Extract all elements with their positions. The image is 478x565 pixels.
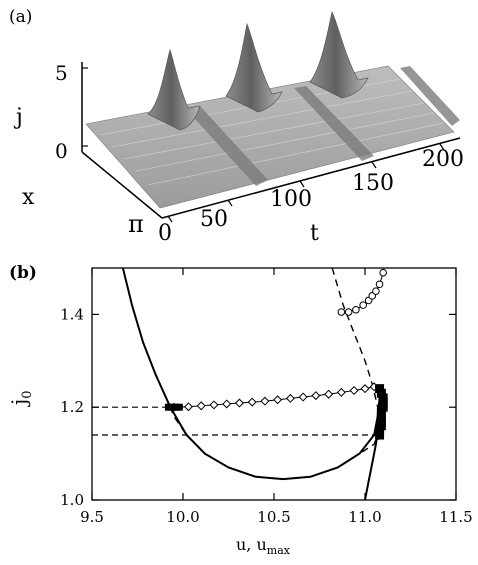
y-tick-label: 1.2 [60, 398, 84, 416]
square-point [172, 403, 180, 411]
diamond-point [247, 397, 257, 407]
panel-b-x-label-sub: max [267, 544, 291, 557]
panel-b-x-ticks: 9.5 10.0 10.5 11.0 11.5 [80, 268, 473, 526]
panel-b-y-label: j0 [7, 391, 35, 407]
panel-b-y-label-main: j [7, 399, 31, 407]
panel-a: (a) 5 0 j x π 0 [9, 7, 464, 246]
pulse-1 [147, 48, 201, 131]
intersection-marker [372, 430, 383, 441]
diamond-point [336, 387, 346, 397]
diamond-point [234, 398, 244, 408]
diamond-point [311, 391, 321, 401]
square-point [375, 384, 385, 394]
diamond-point [273, 395, 283, 405]
diamond-point [183, 402, 193, 412]
panel-b-y-ticks: 1.0 1.2 1.4 [60, 305, 456, 509]
panel-a-x-tick-label: π [128, 210, 144, 238]
circle-point [375, 280, 384, 289]
diamond-point [324, 389, 334, 399]
panel-b: (b) 1.0 1.2 1.4 9.5 10.0 10.5 11.0 11.5 j0 u, … [7, 263, 473, 557]
x-tick-label: 11.0 [348, 508, 381, 526]
x-tick-label: 9.5 [80, 508, 104, 526]
panel-a-z-tick-label: 0 [55, 139, 68, 163]
panel-a-label: (a) [9, 7, 32, 27]
circle-point [379, 268, 388, 277]
circle-point [344, 308, 353, 316]
panel-a-t-tick-label: 50 [200, 207, 228, 232]
panel-b-plot-frame [91, 267, 457, 501]
y-tick-label: 1.4 [60, 305, 84, 323]
panel-a-t-label: t [310, 221, 319, 246]
surface-floor [85, 65, 455, 209]
diamond-point [260, 396, 270, 406]
square-point [168, 403, 176, 411]
x-tick-label: 10.5 [257, 508, 290, 526]
panel-b-y-label-sub: 0 [20, 391, 35, 399]
panel-a-z-label: j [13, 105, 23, 130]
solid-curve [121, 268, 381, 481]
panel-a-x-tick-label: 0 [158, 221, 172, 246]
panel-a-t-tick-label: 150 [352, 171, 394, 196]
panel-a-z-tick-label: 5 [55, 61, 68, 85]
diamond-point [360, 384, 370, 394]
pulse-3 [309, 10, 369, 99]
diamond-point [285, 393, 295, 403]
panel-b-label: (b) [9, 263, 37, 283]
x-tick-label: 10.0 [166, 508, 199, 526]
dashed-curve [169, 268, 381, 480]
diamond-point [349, 385, 359, 396]
circle-point [359, 301, 367, 309]
panel-a-t-tick-label: 200 [422, 147, 464, 172]
circle-point [372, 287, 380, 296]
diamond-point [196, 401, 206, 411]
diamond-point [298, 392, 308, 402]
surface-troughs [186, 66, 460, 186]
panel-b-series [92, 268, 388, 500]
diamond-point [222, 399, 232, 409]
diamond-point [209, 400, 219, 410]
panel-b-x-label-main: u, u [236, 535, 267, 554]
circle-point [337, 308, 346, 316]
panel-a-t-tick-label: 100 [270, 187, 312, 212]
panel-b-x-label: u, umax [236, 535, 291, 557]
pulse-2 [225, 22, 283, 113]
surface-pulses [147, 10, 369, 131]
circle-point [352, 305, 360, 314]
square-point [164, 403, 172, 411]
x-tick-label: 11.5 [439, 508, 472, 526]
panel-a-t-ticks [167, 143, 445, 223]
y-tick-label: 1.0 [60, 491, 84, 509]
panel-a-x-label: x [22, 185, 35, 210]
square-point [175, 403, 183, 411]
panel-a-x-axis [81, 151, 163, 219]
panel-a-t-axis [161, 137, 461, 219]
